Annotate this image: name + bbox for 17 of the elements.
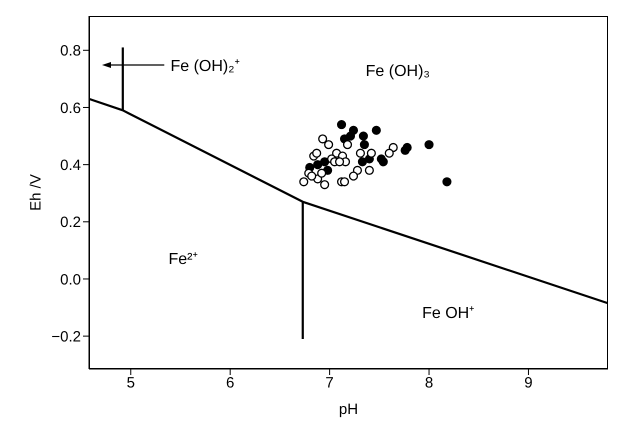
y-tick-label: 0.2	[60, 214, 81, 232]
x-tick-label: 8	[424, 374, 434, 392]
x-tick-label: 6	[226, 374, 234, 392]
y-tick-label: 0.8	[60, 42, 81, 60]
y-tick-label: 0.6	[60, 100, 81, 117]
annotation: Fe (OH)₃	[366, 63, 430, 82]
x-tick-label: 9	[524, 374, 533, 392]
y-axis-title: Eh /V	[27, 174, 44, 211]
y-tick-label: 0.4	[60, 156, 81, 174]
x-axis-title: pH	[338, 401, 358, 418]
x-tick-label: 5	[126, 374, 135, 392]
annotation: Fe (OH)₂⁺	[170, 57, 240, 76]
y-tick-label: 0.0	[60, 271, 81, 288]
y-tick-label: −0.2	[51, 328, 81, 346]
annotation: Fe OH⁺	[422, 304, 474, 324]
x-tick-label: 7	[325, 374, 334, 392]
annotation: Fe²⁺	[168, 250, 198, 270]
